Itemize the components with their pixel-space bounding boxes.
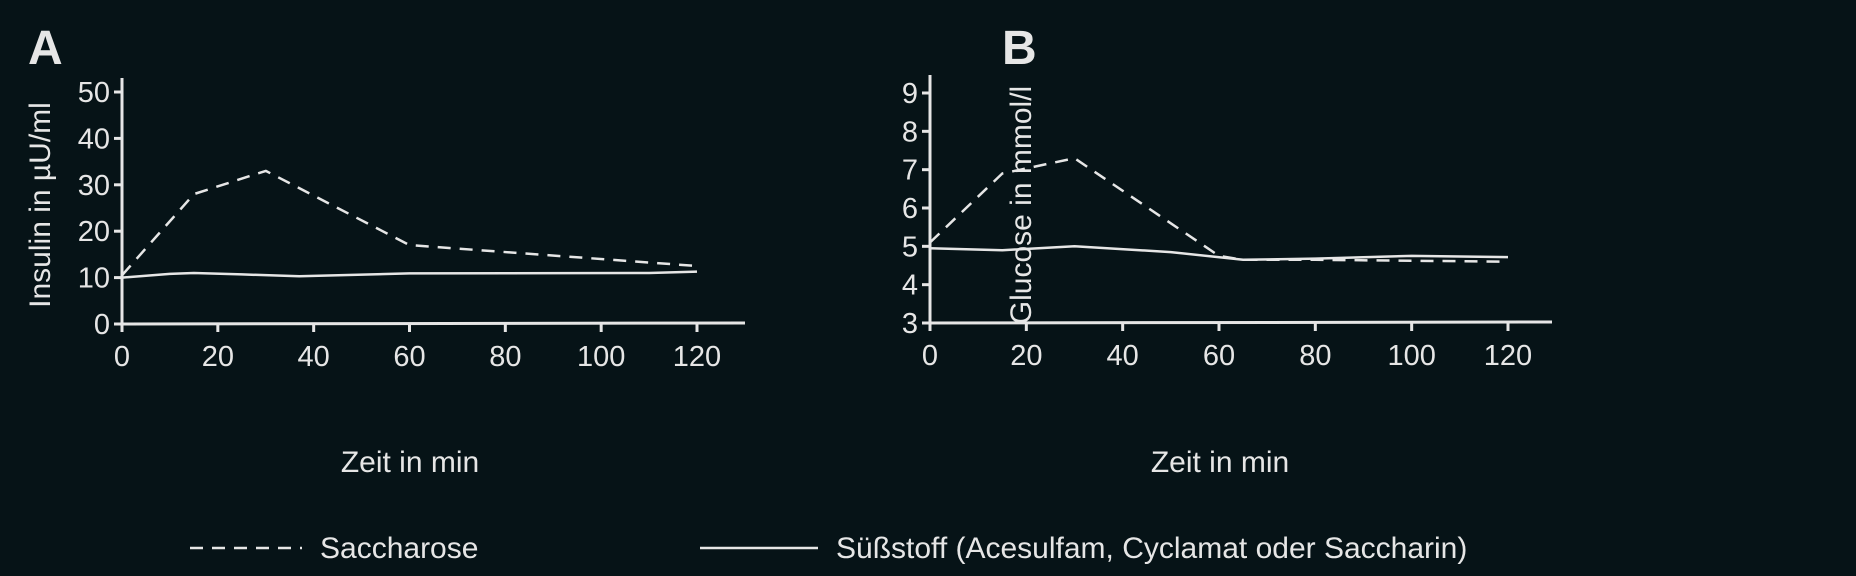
series-line-suessstoff bbox=[929, 245, 1509, 262]
y-tick-label: 50 bbox=[78, 77, 110, 109]
x-tick-label: 20 bbox=[202, 341, 234, 373]
chart-glucose: B Glucose in mmol/l Zeit in min 0 20 40 60 8… bbox=[902, 22, 1553, 479]
y-tick-label: 8 bbox=[902, 116, 918, 148]
x-axis-label-a: Zeit in min bbox=[341, 446, 479, 479]
series-line-suessstoff bbox=[121, 270, 698, 279]
y-tick-label: 10 bbox=[78, 263, 110, 295]
panel-label-a: A bbox=[28, 22, 63, 75]
y-tick-label: 30 bbox=[78, 170, 110, 202]
y-tick-label: 7 bbox=[902, 155, 918, 187]
x-tick-label: 0 bbox=[114, 341, 130, 373]
y-axis-label-a: Insulin in µU/ml bbox=[24, 102, 57, 308]
x-tick-label: 60 bbox=[393, 341, 425, 373]
y-tick-label: 5 bbox=[902, 231, 918, 263]
chart-insulin: A Insulin in µU/ml Zeit in min 0 20 40 60 80… bbox=[24, 22, 746, 479]
x-tick-label: 40 bbox=[1107, 340, 1139, 372]
x-tick-label: 120 bbox=[1484, 340, 1532, 372]
panel-label-b: B bbox=[1002, 22, 1037, 75]
legend-label-saccharose: Saccharose bbox=[320, 532, 478, 565]
y-tick-label: 0 bbox=[94, 309, 110, 341]
x-tick-label: 60 bbox=[1203, 340, 1235, 372]
legend-label-suessstoff: Süßstoff (Acesulfam, Cyclamat oder Sacch… bbox=[836, 532, 1467, 565]
x-axis-label-b: Zeit in min bbox=[1151, 446, 1289, 479]
y-tick-label: 40 bbox=[78, 123, 110, 155]
x-tick-label: 40 bbox=[298, 341, 330, 373]
y-tick-label: 4 bbox=[902, 270, 918, 302]
x-axis bbox=[115, 321, 746, 326]
y-tick-label: 6 bbox=[902, 193, 918, 225]
x-tick-label: 100 bbox=[577, 341, 625, 373]
x-tick-label: 20 bbox=[1010, 340, 1042, 372]
series-line-saccharose bbox=[121, 169, 698, 277]
y-axis-label-b: Glucose in mmol/l bbox=[1005, 86, 1038, 324]
x-axis bbox=[923, 320, 1553, 325]
x-tick-label: 80 bbox=[1299, 340, 1331, 372]
y-tick-label: 9 bbox=[902, 78, 918, 110]
y-tick-label: 3 bbox=[902, 308, 918, 340]
x-tick-label: 80 bbox=[489, 341, 521, 373]
legend: Saccharose Süßstoff (Acesulfam, Cyclamat… bbox=[190, 532, 1467, 565]
x-tick-label: 100 bbox=[1387, 340, 1435, 372]
y-tick-label: 20 bbox=[78, 216, 110, 248]
x-tick-label: 0 bbox=[922, 340, 938, 372]
x-tick-label: 120 bbox=[673, 341, 721, 373]
